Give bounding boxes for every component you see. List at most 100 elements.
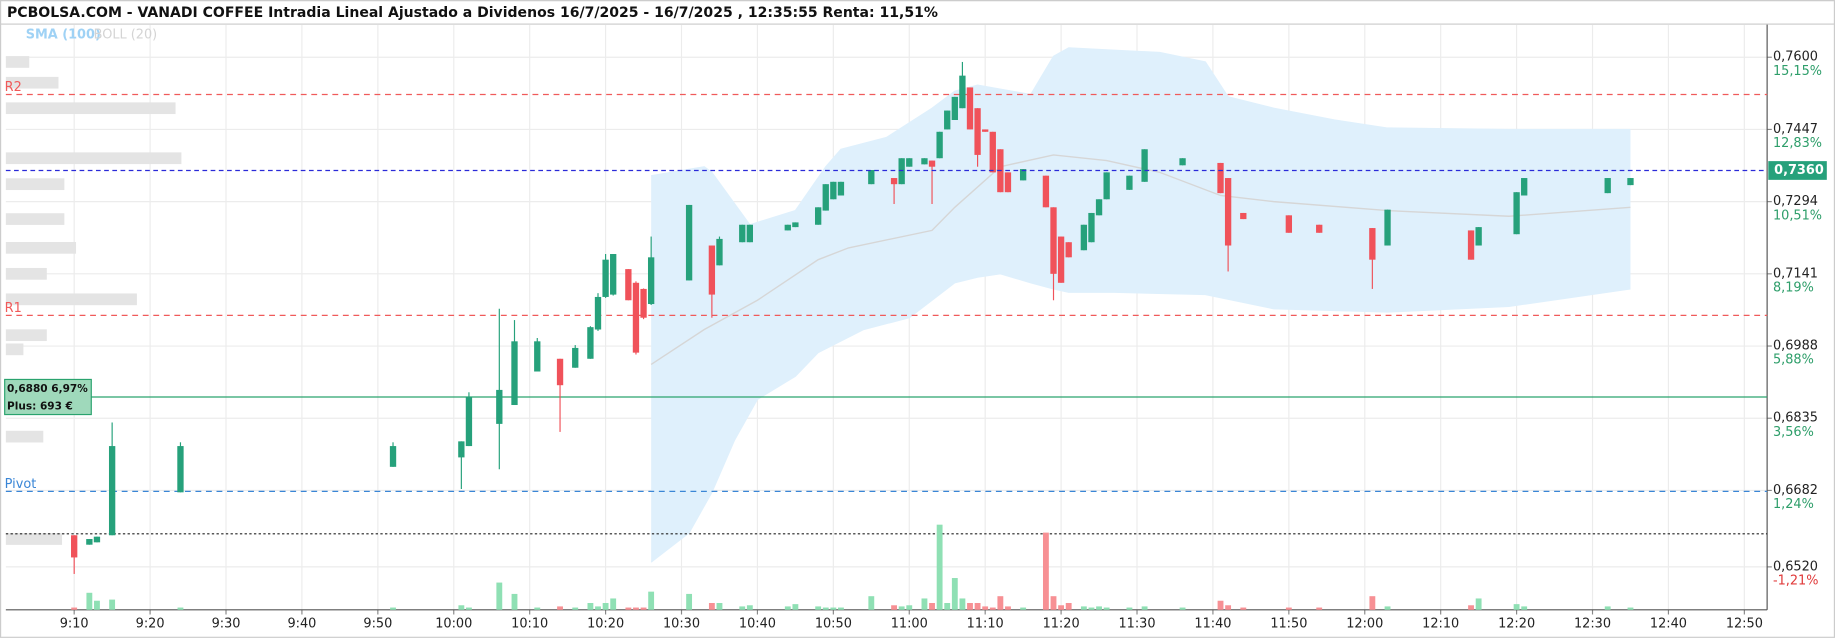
volume-bar <box>1604 606 1611 610</box>
candle-body <box>959 75 966 109</box>
volume-bar <box>951 578 958 610</box>
volume-bar <box>1096 606 1102 610</box>
candle-body <box>640 288 647 318</box>
volume-bar <box>1513 604 1520 610</box>
y-tick-label: 0,6682 <box>1773 483 1818 498</box>
sma-line <box>650 154 1631 366</box>
candle-body <box>951 96 958 120</box>
candle-body <box>982 129 989 132</box>
candle-body <box>1050 207 1057 274</box>
volume-bar <box>587 603 594 610</box>
candle-body <box>1224 178 1232 246</box>
candle-body <box>1521 178 1528 196</box>
volume-bar <box>648 591 655 610</box>
candle-body <box>898 158 905 185</box>
volume-bar <box>815 606 822 610</box>
volume-bar <box>906 605 913 610</box>
volume-bar <box>534 607 541 610</box>
volume-bar <box>997 596 1004 610</box>
y-tick-label: 0,7600 <box>1773 50 1818 65</box>
candle-body <box>966 87 974 130</box>
volume-bar <box>1126 607 1133 610</box>
candle-body <box>685 204 693 281</box>
candle-body <box>610 254 617 295</box>
x-tick-label: 12:20 <box>1498 616 1535 631</box>
candle-body <box>625 269 632 301</box>
title-bar <box>0 0 1835 25</box>
volume-profile-bar <box>5 213 65 225</box>
last-price-label: 0,7360 <box>1774 163 1824 178</box>
y2-tick-label: -1,21% <box>1773 573 1819 588</box>
legend-sma: SMA (100) <box>26 28 101 43</box>
x-tick-label: 11:10 <box>967 616 1004 631</box>
candle-body <box>1369 228 1376 260</box>
candle-body <box>511 341 518 406</box>
x-tick-label: 12:30 <box>1574 616 1611 631</box>
candle-body <box>1095 199 1103 216</box>
volume-profile-bar <box>5 178 65 191</box>
x-tick-label: 11:20 <box>1043 616 1080 631</box>
volume-bar <box>1058 605 1065 610</box>
x-tick-label: 10:30 <box>663 616 700 631</box>
volume-bar <box>1316 607 1323 610</box>
volume-bar <box>1065 603 1072 610</box>
candle-body <box>784 224 791 231</box>
volume-bar <box>109 599 116 610</box>
legend-boll: BOLL (20) <box>94 28 158 43</box>
volume-bar <box>1020 607 1027 610</box>
candle-body <box>1475 227 1482 246</box>
volume-bar <box>686 593 693 610</box>
candle-body <box>1141 149 1148 182</box>
y-tick-label: 0,7141 <box>1773 266 1818 281</box>
volume-bar <box>572 607 579 610</box>
volume-bar <box>458 605 465 610</box>
x-tick-label: 9:50 <box>363 616 392 631</box>
candle-body <box>1088 212 1095 243</box>
band-lower <box>650 273 1631 563</box>
volume-bar <box>1240 607 1247 610</box>
candle-body <box>974 108 981 155</box>
y-tick-label: 0,7447 <box>1773 122 1818 137</box>
volume-bar <box>739 606 746 610</box>
candle-body <box>177 446 184 493</box>
band-fill <box>651 47 1631 563</box>
candle-body <box>1042 175 1050 208</box>
volume-bar <box>868 596 875 610</box>
candle-body <box>1316 224 1323 233</box>
candle-body <box>647 257 655 305</box>
volume-bar <box>86 592 93 610</box>
volume-profile-bar <box>5 152 182 165</box>
candle-body <box>1604 178 1611 194</box>
y2-tick-label: 1,24% <box>1773 497 1814 512</box>
level-label: R1 <box>5 301 22 316</box>
x-tick-label: 12:10 <box>1422 616 1459 631</box>
volume-bar <box>625 607 632 610</box>
y2-tick-label: 15,15% <box>1773 64 1822 79</box>
y2-tick-label: 12,83% <box>1773 136 1822 151</box>
volume-bar <box>71 607 78 610</box>
volume-bar <box>1103 607 1110 610</box>
candle-body <box>815 207 822 225</box>
volume-profile-bar <box>5 242 77 254</box>
volume-bar <box>511 593 518 610</box>
position-label: 0,6880 6,97% <box>7 383 88 395</box>
last-price-box <box>1768 161 1827 180</box>
volume-bar <box>1225 605 1232 610</box>
volume-profile-bar <box>5 267 47 280</box>
x-tick-label: 10:40 <box>739 616 776 631</box>
candle-body <box>587 327 594 359</box>
volume-bar <box>633 607 639 610</box>
y-tick-label: 0,7294 <box>1773 194 1818 209</box>
volume-profile-bar <box>5 430 44 443</box>
candle-body <box>389 446 397 467</box>
volume-bar <box>557 606 563 610</box>
candle-body <box>1217 162 1224 194</box>
x-tick-label: 11:50 <box>1270 616 1307 631</box>
position-box <box>4 378 92 416</box>
volume-bar <box>1080 606 1087 610</box>
volume-bar <box>1475 598 1482 610</box>
candle-body <box>1467 230 1475 260</box>
volume-bar <box>974 603 981 610</box>
volume-bar <box>921 598 928 610</box>
candle-body <box>458 441 465 458</box>
